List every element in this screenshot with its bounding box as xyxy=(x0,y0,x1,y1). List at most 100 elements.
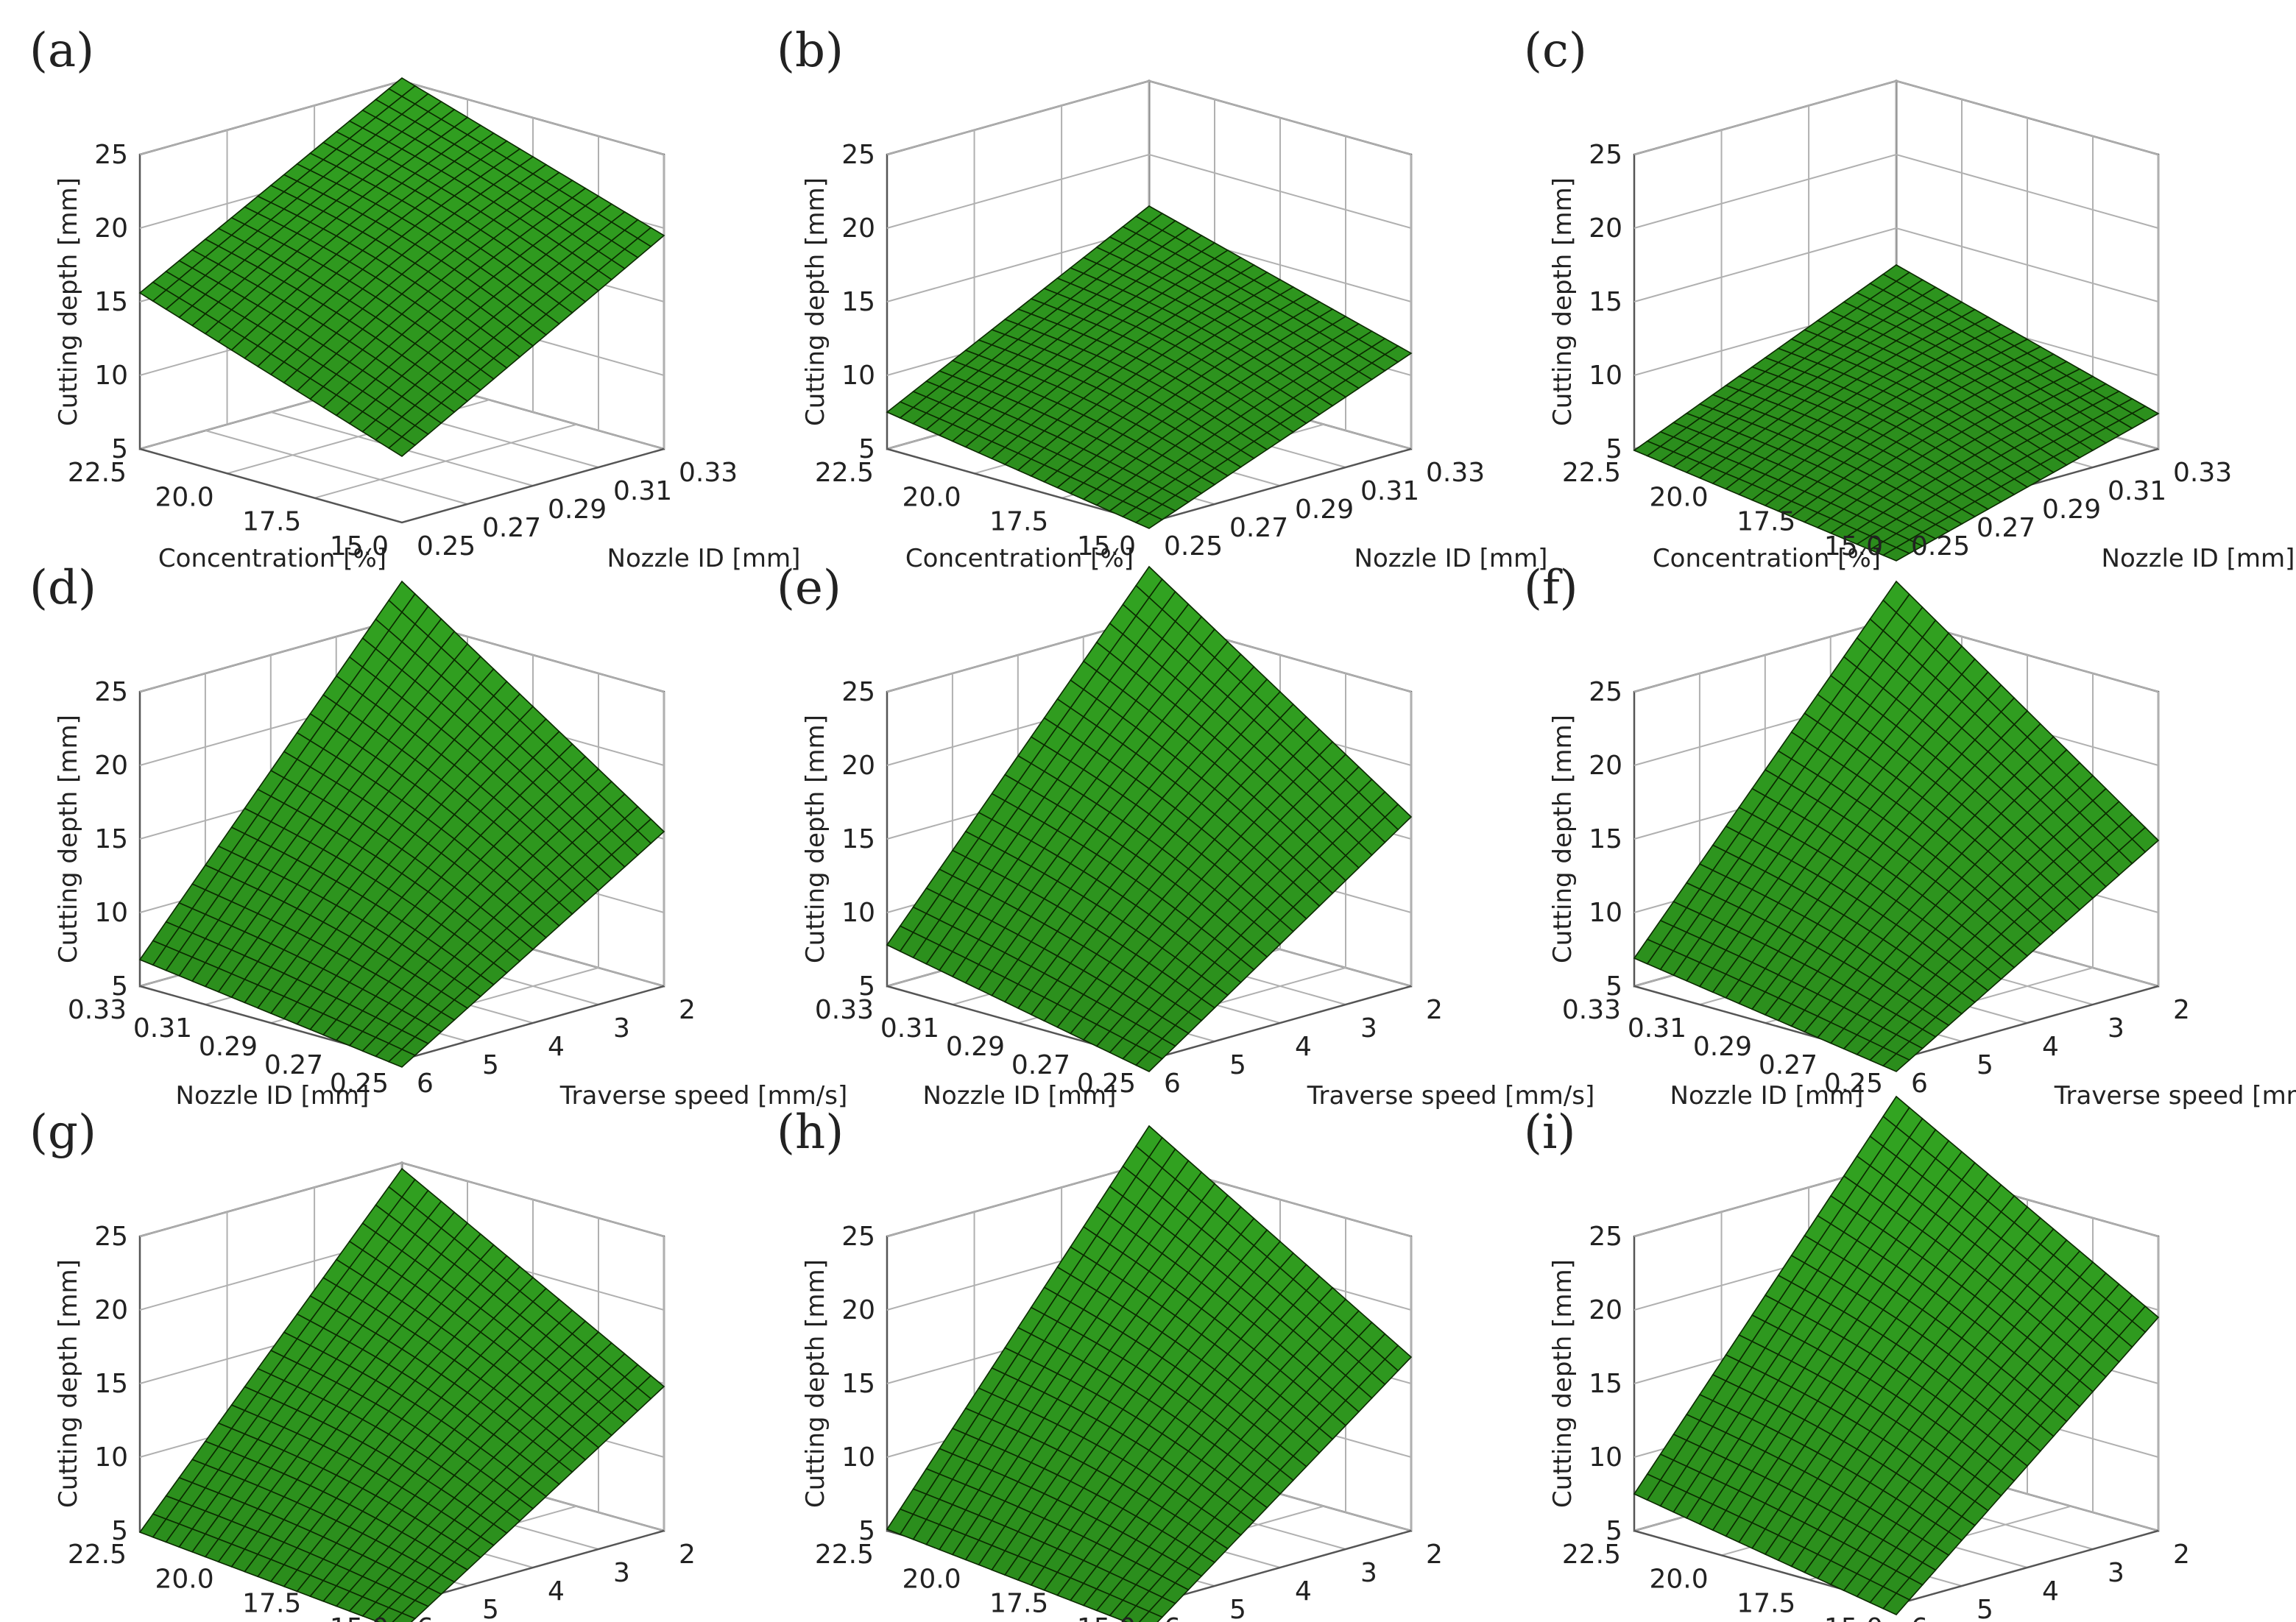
surface-mesh xyxy=(138,1167,665,1622)
z-tick-label: 10 xyxy=(841,361,875,391)
right-axis-tick-label: 0.27 xyxy=(1229,513,1288,543)
left-axis-tick-label: 22.5 xyxy=(815,1540,874,1570)
left-axis-tick-label: 0.29 xyxy=(1693,1032,1752,1062)
z-axis-label: Cutting depth [mm] xyxy=(54,177,83,426)
left-axis-tick-label: 17.5 xyxy=(989,1589,1048,1619)
surface-mesh xyxy=(1633,264,2160,562)
right-axis-tick-label: 3 xyxy=(613,1558,630,1588)
panel-label: (h) xyxy=(777,1105,844,1160)
z-tick-label: 25 xyxy=(841,677,875,707)
left-axis-label: Nozzle ID [mm] xyxy=(1670,1081,1864,1111)
panel-label: (c) xyxy=(1524,24,1587,78)
z-tick-label: 10 xyxy=(1589,898,1622,928)
grid-line-z xyxy=(886,79,1412,155)
surface-mesh xyxy=(886,565,1413,1072)
right-axis-tick-label: 2 xyxy=(1426,1540,1443,1570)
left-axis-tick-label: 20.0 xyxy=(155,482,214,512)
z-tick-label: 20 xyxy=(94,1295,128,1325)
left-axis-tick-label: 17.5 xyxy=(242,507,301,537)
left-axis-tick-label: 22.5 xyxy=(68,458,127,488)
left-axis-tick-label: 0.31 xyxy=(1628,1013,1686,1044)
left-axis-tick-label: 15.0 xyxy=(1824,1613,1883,1622)
right-axis-tick-label: 0.31 xyxy=(613,476,672,506)
right-axis-label: Nozzle ID [mm] xyxy=(2102,544,2295,573)
z-axis-label: Cutting depth [mm] xyxy=(801,1259,830,1508)
right-axis-tick-label: 0.31 xyxy=(1360,476,1419,506)
z-tick-label: 5 xyxy=(858,1516,875,1546)
right-axis-tick-label: 4 xyxy=(2042,1576,2059,1607)
left-axis-label: Concentration [%] xyxy=(158,544,386,573)
right-axis-tick-label: 0.29 xyxy=(1295,495,1354,525)
z-tick-label: 5 xyxy=(858,971,875,1002)
right-axis-tick-label: 3 xyxy=(2108,1013,2124,1044)
surface-cell xyxy=(387,436,417,457)
z-tick-label: 10 xyxy=(841,898,875,928)
panel-label: (e) xyxy=(777,561,841,615)
panel-c: 5 10 15 20 25 Cutting depth [mm] 22.5 20.0 17.5 1… xyxy=(1524,24,2295,573)
left-axis-tick-label: 22.5 xyxy=(1562,1540,1621,1570)
panel-label: (f) xyxy=(1524,561,1578,615)
left-axis-tick-label: 20.0 xyxy=(1650,482,1709,512)
right-axis-tick-label: 2 xyxy=(2173,995,2190,1025)
z-tick-label: 20 xyxy=(1589,751,1622,781)
z-tick-label: 15 xyxy=(94,824,128,854)
z-tick-label: 20 xyxy=(94,213,128,244)
z-tick-label: 20 xyxy=(1589,213,1622,244)
left-axis-tick-label: 0.25 xyxy=(330,1069,389,1099)
right-axis-tick-label: 0.31 xyxy=(2108,476,2166,506)
surface-cell xyxy=(1134,512,1164,529)
left-axis-label: Concentration [%] xyxy=(1653,544,1881,573)
z-axis-label: Cutting depth [mm] xyxy=(1548,1259,1578,1508)
z-axis-label: Cutting depth [mm] xyxy=(801,177,830,426)
z-axis-label: Cutting depth [mm] xyxy=(54,1259,83,1508)
left-axis-tick-label: 17.5 xyxy=(1737,1589,1795,1619)
z-tick-label: 15 xyxy=(841,824,875,854)
z-tick-label: 15 xyxy=(94,1369,128,1399)
left-axis-label: Nozzle ID [mm] xyxy=(176,1081,370,1111)
surface-mesh xyxy=(886,205,1413,529)
left-axis-tick-label: 17.5 xyxy=(1737,507,1795,537)
right-axis-tick-label: 5 xyxy=(482,1595,499,1622)
z-tick-label: 25 xyxy=(94,677,128,707)
right-axis-tick-label: 0.33 xyxy=(2173,458,2232,488)
z-tick-label: 20 xyxy=(841,751,875,781)
left-axis-tick-label: 15.0 xyxy=(1824,531,1883,562)
right-axis-tick-label: 2 xyxy=(679,995,696,1025)
z-tick-label: 25 xyxy=(1589,677,1622,707)
left-axis-tick-label: 0.31 xyxy=(133,1013,192,1044)
z-tick-label: 20 xyxy=(1589,1295,1622,1325)
right-axis-tick-label: 0.25 xyxy=(417,531,476,562)
grid-line-floor xyxy=(205,430,468,505)
surface-cell xyxy=(1882,1052,1911,1072)
left-axis-tick-label: 0.33 xyxy=(1562,995,1621,1025)
right-axis-label: Traverse speed [mm/s] xyxy=(1307,1081,1595,1111)
right-axis-tick-label: 0.29 xyxy=(2042,495,2101,525)
z-tick-label: 10 xyxy=(94,361,128,391)
left-axis-tick-label: 15.0 xyxy=(1077,1613,1136,1622)
left-axis-tick-label: 17.5 xyxy=(242,1589,301,1619)
left-axis-tick-label: 20.0 xyxy=(1650,1564,1709,1594)
right-axis-tick-label: 0.27 xyxy=(482,513,541,543)
z-tick-label: 25 xyxy=(841,1222,875,1252)
right-axis-label: Nozzle ID [mm] xyxy=(1354,544,1548,573)
z-tick-label: 15 xyxy=(1589,1369,1622,1399)
z-axis-label: Cutting depth [mm] xyxy=(1548,177,1578,426)
surface-cell xyxy=(387,1048,417,1068)
right-axis-tick-label: 6 xyxy=(417,1069,434,1099)
z-tick-label: 10 xyxy=(94,1442,128,1473)
z-tick-label: 10 xyxy=(1589,1442,1622,1473)
right-axis-tick-label: 6 xyxy=(1911,1613,1928,1622)
z-tick-label: 15 xyxy=(841,287,875,317)
right-axis-tick-label: 2 xyxy=(679,1540,696,1570)
z-tick-label: 25 xyxy=(1589,1222,1622,1252)
panel-label: (d) xyxy=(29,561,96,615)
left-axis-tick-label: 15.0 xyxy=(330,1613,389,1622)
z-tick-label: 15 xyxy=(1589,824,1622,854)
left-axis-tick-label: 20.0 xyxy=(902,482,961,512)
right-axis-tick-label: 6 xyxy=(1164,1613,1181,1622)
left-axis-tick-label: 22.5 xyxy=(815,458,874,488)
surface-cell xyxy=(1134,1051,1164,1072)
right-axis-label: Traverse speed [mm/s] xyxy=(559,1081,848,1111)
